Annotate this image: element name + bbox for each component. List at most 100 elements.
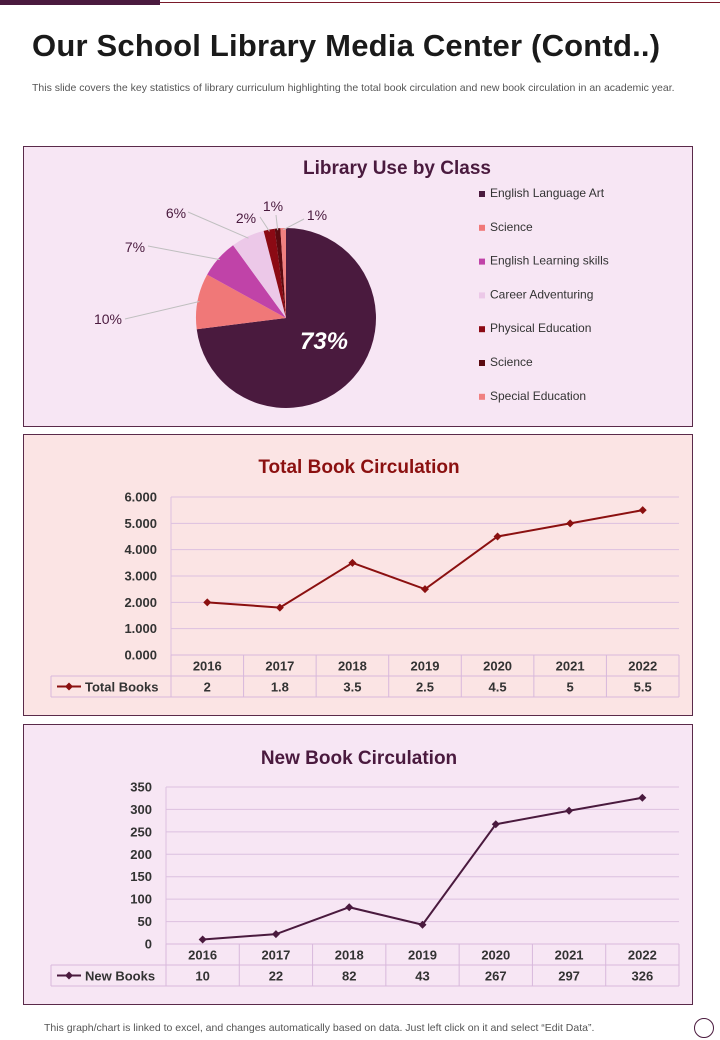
- series-line: [202, 796, 643, 941]
- y-tick-label: 6.000: [124, 490, 157, 505]
- pie-slice: [274, 228, 286, 318]
- y-tick-label: 50: [138, 914, 152, 929]
- pie-leader-line: [124, 300, 200, 320]
- x-category-label: 2017: [265, 659, 294, 674]
- x-category-label: 2019: [411, 659, 440, 674]
- table-value: 2: [204, 680, 211, 695]
- x-category-label: 2016: [193, 659, 222, 674]
- top-accent-line: [160, 2, 720, 3]
- legend-marker: [479, 360, 485, 366]
- data-point: [491, 820, 500, 829]
- y-tick-label: 100: [130, 892, 152, 907]
- x-category-label: 2020: [481, 948, 510, 963]
- data-point: [566, 519, 575, 528]
- pie-data-label: 7%: [125, 239, 145, 255]
- table-value: 2.5: [416, 680, 434, 695]
- table-value: 326: [632, 969, 654, 984]
- pie-slice: [263, 228, 286, 318]
- pie-slice: [207, 245, 286, 318]
- table-series-name: New Books: [85, 969, 155, 984]
- data-point: [203, 598, 212, 607]
- table-value: 22: [269, 969, 283, 984]
- pie-slice: [280, 228, 286, 318]
- table-value: 267: [485, 969, 507, 984]
- pie-data-label: 6%: [166, 205, 186, 221]
- pie-data-label: 1%: [307, 207, 327, 223]
- x-category-label: 2017: [261, 948, 290, 963]
- pie-slice: [233, 230, 286, 318]
- data-point: [565, 806, 574, 815]
- legend-marker: [479, 326, 485, 333]
- y-tick-label: 200: [130, 847, 152, 862]
- legend-entry: English Language Art: [490, 186, 605, 200]
- table-legend-marker: [65, 682, 73, 691]
- y-tick-label: 4.000: [124, 542, 157, 557]
- pie-chart-svg: Library Use by Class 73% 10% 7% 6% 2% 1% 1% Engl…: [94, 158, 609, 408]
- legend-entry: English Learning skills: [490, 254, 609, 268]
- pie-data-label: 1%: [263, 198, 283, 214]
- y-tick-label: 350: [130, 780, 152, 795]
- chart-title: Total Book Circulation: [258, 457, 459, 478]
- data-point: [198, 935, 207, 944]
- legend-entry: Science: [490, 220, 533, 234]
- table-value: 1.8: [271, 680, 289, 695]
- x-category-label: 2019: [408, 948, 437, 963]
- table-value: 82: [342, 969, 356, 984]
- data-point: [421, 585, 429, 594]
- new-circulation-panel[interactable]: New Book Circulation 0 50 100 150 200 250 300 35…: [23, 724, 693, 1005]
- y-tick-label: 0: [145, 937, 152, 952]
- y-tick-label: 250: [130, 824, 152, 839]
- pie-chart-panel[interactable]: Library Use by Class 73% 10% 7% 6% 2% 1% 1% Engl…: [23, 146, 693, 427]
- pie-leader-line: [282, 218, 305, 231]
- x-category-label: 2018: [338, 659, 367, 674]
- legend-marker: [479, 224, 485, 231]
- table-series-name: Total Books: [85, 680, 158, 695]
- legend-marker: [479, 258, 485, 265]
- y-tick-label: 300: [130, 802, 152, 817]
- y-tick-label: 3.000: [124, 569, 157, 584]
- pie-data-label: 10%: [94, 311, 122, 327]
- data-point: [418, 920, 427, 929]
- footer-note: This graph/chart is linked to excel, and…: [44, 1022, 595, 1034]
- legend-entry: Special Education: [490, 389, 586, 403]
- table-value: 5: [567, 680, 574, 695]
- data-point: [275, 603, 284, 612]
- chart-title: New Book Circulation: [261, 748, 457, 769]
- page-description: This slide covers the key statistics of …: [32, 82, 675, 94]
- y-tick-label: 0.000: [124, 648, 157, 663]
- page-title: Our School Library Media Center (Contd..…: [32, 28, 661, 63]
- legend-entry: Physical Education: [490, 321, 591, 335]
- table-value: 4.5: [489, 680, 507, 695]
- legend-entry: Science: [490, 355, 533, 369]
- chart-title: Library Use by Class: [303, 158, 491, 179]
- x-category-label: 2022: [628, 948, 657, 963]
- data-point: [638, 793, 647, 802]
- table-value: 5.5: [634, 680, 652, 695]
- legend-entry: Career Adventuring: [490, 287, 593, 301]
- pie-data-label: 2%: [236, 210, 256, 226]
- pie-slice: [196, 274, 286, 330]
- x-category-label: 2022: [628, 659, 657, 674]
- x-category-label: 2021: [555, 948, 584, 963]
- pie-leader-line: [187, 211, 249, 239]
- y-tick-label: 150: [130, 869, 152, 884]
- table-value: 297: [558, 969, 580, 984]
- legend-marker: [479, 393, 485, 400]
- pie-slice: [196, 228, 376, 408]
- x-category-label: 2020: [483, 659, 512, 674]
- data-point: [345, 903, 354, 912]
- x-category-label: 2018: [335, 948, 364, 963]
- table-value: 3.5: [343, 680, 361, 695]
- legend-marker: [479, 191, 485, 197]
- pie-leader-line: [259, 216, 270, 232]
- top-accent-bar: [0, 0, 160, 5]
- data-point: [638, 506, 647, 515]
- total-circulation-panel[interactable]: Total Book Circulation 0.000 1.000 2.000 3.0…: [23, 434, 693, 716]
- x-category-label: 2021: [556, 659, 585, 674]
- data-point: [493, 532, 502, 541]
- pie-leader-line: [147, 245, 220, 261]
- data-point: [348, 558, 357, 567]
- table-legend-marker: [65, 971, 73, 980]
- footer-circle-icon: [694, 1018, 714, 1038]
- y-tick-label: 5.000: [124, 516, 157, 531]
